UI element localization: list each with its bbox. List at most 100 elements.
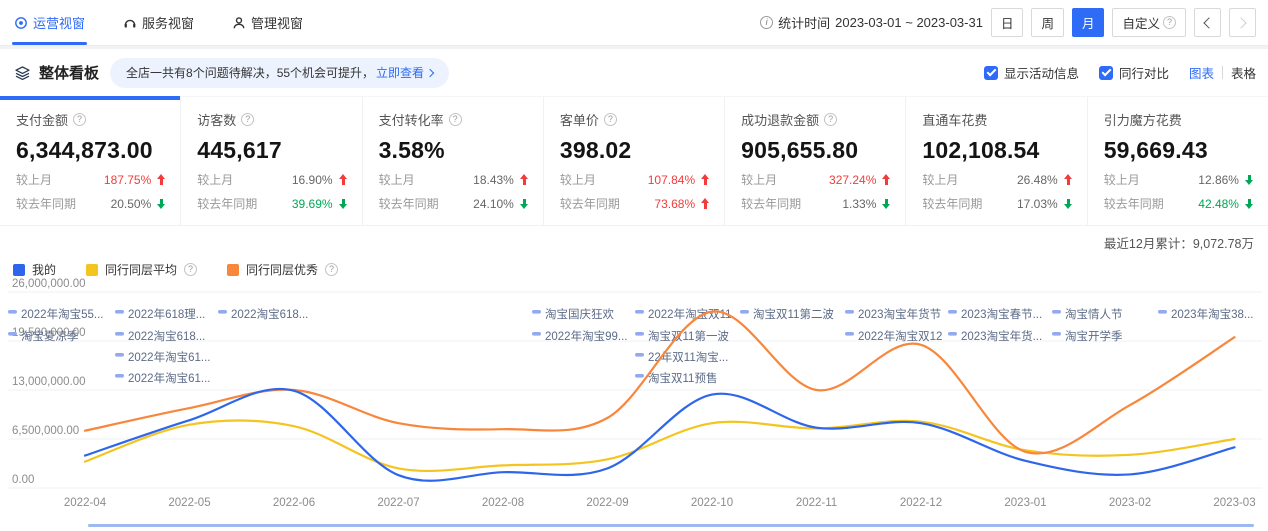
checkbox-checked-icon[interactable] [983, 65, 998, 80]
tab-管理视窗[interactable]: 管理视窗 [232, 0, 303, 45]
period-button-自定义[interactable]: 自定义 [1112, 8, 1186, 37]
period-button-group: 日 周 月 自定义 [990, 8, 1186, 37]
compare-value: 73.68% [654, 196, 696, 211]
event-annotation[interactable]: 2022年618理... [128, 307, 205, 321]
x-axis-label: 2022-09 [586, 497, 628, 509]
event-marker-icon [635, 374, 644, 378]
help-icon[interactable] [448, 113, 462, 126]
compare-label: 较上月 [741, 173, 778, 187]
x-axis-label: 2023-01 [1004, 497, 1046, 509]
help-icon[interactable] [1163, 16, 1176, 29]
event-annotation[interactable]: 淘宝双11预售 [648, 371, 717, 385]
checkbox-checked-icon[interactable] [1098, 65, 1113, 80]
event-marker-icon [115, 374, 124, 378]
tab-运营视窗[interactable]: 运营视窗 [11, 0, 88, 45]
kpi-card-4[interactable]: 客单价 398.02 较上月 107.84% 较去年同期 73.68% [544, 97, 726, 225]
x-axis-label: 2022-07 [377, 497, 419, 509]
compare-label: 较上月 [1103, 173, 1140, 187]
info-icon[interactable] [760, 16, 774, 29]
notice-pill: 全店一共有8个问题待解决，55个机会可提升， 立即查看 [110, 57, 450, 88]
event-annotation[interactable]: 2022年淘宝双12 [858, 329, 942, 343]
event-annotation[interactable]: 淘宝情人节 [1065, 307, 1123, 321]
x-axis-label: 2023-03 [1213, 497, 1255, 509]
y-axis-label: 6,500,000.00 [12, 425, 79, 437]
kpi-title: 引力魔方花费 [1103, 113, 1182, 128]
help-icon[interactable] [325, 263, 339, 276]
event-annotation[interactable]: 2022年淘宝双11 [648, 307, 732, 321]
page-title-group: 整体看板 [14, 62, 99, 83]
kpi-card-1[interactable]: 支付金额 6,344,873.00 较上月 187.75% 较去年同期 20.50% [0, 96, 182, 225]
legend-item-同行同层平均[interactable]: 同行同层平均 [86, 261, 198, 278]
period-button-日[interactable]: 日 [990, 8, 1024, 37]
period-button-周[interactable]: 周 [1031, 8, 1064, 37]
up-arrow-icon [701, 174, 710, 185]
legend-item-我的[interactable]: 我的 [13, 261, 56, 278]
event-marker-icon [1052, 310, 1061, 314]
event-annotation[interactable]: 2022年淘宝55... [21, 307, 103, 321]
event-annotation[interactable]: 2022年淘宝99... [545, 329, 627, 343]
toggle-同行对比[interactable]: 同行对比 [1098, 63, 1169, 82]
compare-value: 327.24% [829, 172, 877, 187]
kpi-value: 905,655.80 [741, 137, 859, 163]
compare-label: 较去年同期 [741, 197, 802, 211]
event-annotation[interactable]: 淘宝双11第一波 [648, 329, 729, 343]
compare-value: 20.50% [110, 196, 152, 211]
event-annotation[interactable]: 2022年淘宝61... [128, 371, 210, 385]
kpi-title: 访客数 [197, 113, 237, 128]
view-now-link[interactable]: 立即查看 [376, 64, 435, 81]
compare-label: 较上月 [16, 173, 53, 187]
down-arrow-icon [1244, 198, 1254, 209]
down-arrow-icon [1244, 174, 1254, 185]
event-annotation[interactable]: 2023淘宝年货节 [858, 307, 941, 321]
event-annotation[interactable]: 2023淘宝年货... [961, 329, 1042, 343]
kpi-card-7[interactable]: 引力魔方花费 59,669.43 较上月 12.86% 较去年同期 42.48% [1088, 97, 1268, 225]
chart-controls: 显示活动信息 同行对比 图表 表格 [983, 63, 1256, 82]
help-icon[interactable] [184, 263, 198, 276]
chart-scrollbar[interactable] [88, 524, 1254, 527]
next-period-button[interactable] [1229, 8, 1256, 37]
kpi-compare-row: 较去年同期 24.10% [379, 195, 529, 212]
event-marker-icon [948, 310, 957, 314]
help-icon[interactable] [824, 113, 838, 126]
kpi-value: 398.02 [559, 137, 632, 163]
event-annotation[interactable]: 淘宝国庆狂欢 [545, 307, 614, 321]
toggle-显示活动信息[interactable]: 显示活动信息 [983, 63, 1079, 82]
event-annotation[interactable]: 淘宝双11第二波 [753, 307, 834, 321]
event-annotation[interactable]: 22年双11淘宝... [648, 350, 728, 364]
kpi-card-title-row: 成功退款金额 [741, 110, 891, 129]
period-button-月[interactable]: 月 [1071, 8, 1105, 37]
event-annotation[interactable]: 淘宝夏凉季 [21, 329, 79, 343]
tab-服务视窗[interactable]: 服务视窗 [123, 0, 194, 45]
event-annotation[interactable]: 2022年淘宝61... [128, 350, 210, 364]
tab-label: 管理视窗 [251, 16, 304, 31]
event-annotation[interactable]: 2022淘宝618... [128, 329, 205, 343]
legend-item-同行同层优秀[interactable]: 同行同层优秀 [227, 261, 339, 278]
chart-view-option[interactable]: 图表 [1188, 67, 1214, 81]
prev-period-button[interactable] [1194, 8, 1221, 37]
compare-label: 较去年同期 [197, 197, 258, 211]
kpi-card-6[interactable]: 直通车花费 102,108.54 较上月 26.48% 较去年同期 17.03% [906, 97, 1088, 225]
kpi-card-title-row: 客单价 [560, 110, 710, 129]
kpi-card-5[interactable]: 成功退款金额 905,655.80 较上月 327.24% 较去年同期 1.33% [725, 97, 907, 225]
compare-value: 17.03% [1016, 196, 1058, 211]
kpi-card-3[interactable]: 支付转化率 3.58% 较上月 18.43% 较去年同期 24.10% [363, 97, 544, 225]
compare-value: 1.33% [842, 196, 877, 211]
compare-label: 较上月 [559, 173, 596, 187]
kpi-card-title-row: 直通车花费 [922, 110, 1072, 129]
table-view-option[interactable]: 表格 [1230, 67, 1256, 81]
kpi-card-2[interactable]: 访客数 445,617 较上月 16.90% 较去年同期 39.69% [181, 97, 363, 225]
help-icon[interactable] [73, 113, 87, 126]
help-icon[interactable] [603, 113, 617, 126]
kpi-value: 445,617 [197, 137, 282, 163]
event-annotation[interactable]: 2023淘宝春节... [961, 307, 1042, 321]
x-axis-label: 2022-05 [168, 497, 210, 509]
event-annotation[interactable]: 淘宝开学季 [1065, 329, 1123, 343]
help-icon[interactable] [241, 113, 255, 126]
view-switch-divider [1221, 66, 1223, 79]
view-tabs: 运营视窗 服务视窗 管理视窗 [11, 0, 341, 45]
chevron-right-icon [425, 68, 435, 77]
event-annotation[interactable]: 2022淘宝618... [231, 307, 308, 321]
event-marker-icon [115, 353, 124, 357]
event-annotation[interactable]: 2023年淘宝38... [1171, 307, 1253, 321]
compare-value: 39.69% [291, 196, 333, 211]
